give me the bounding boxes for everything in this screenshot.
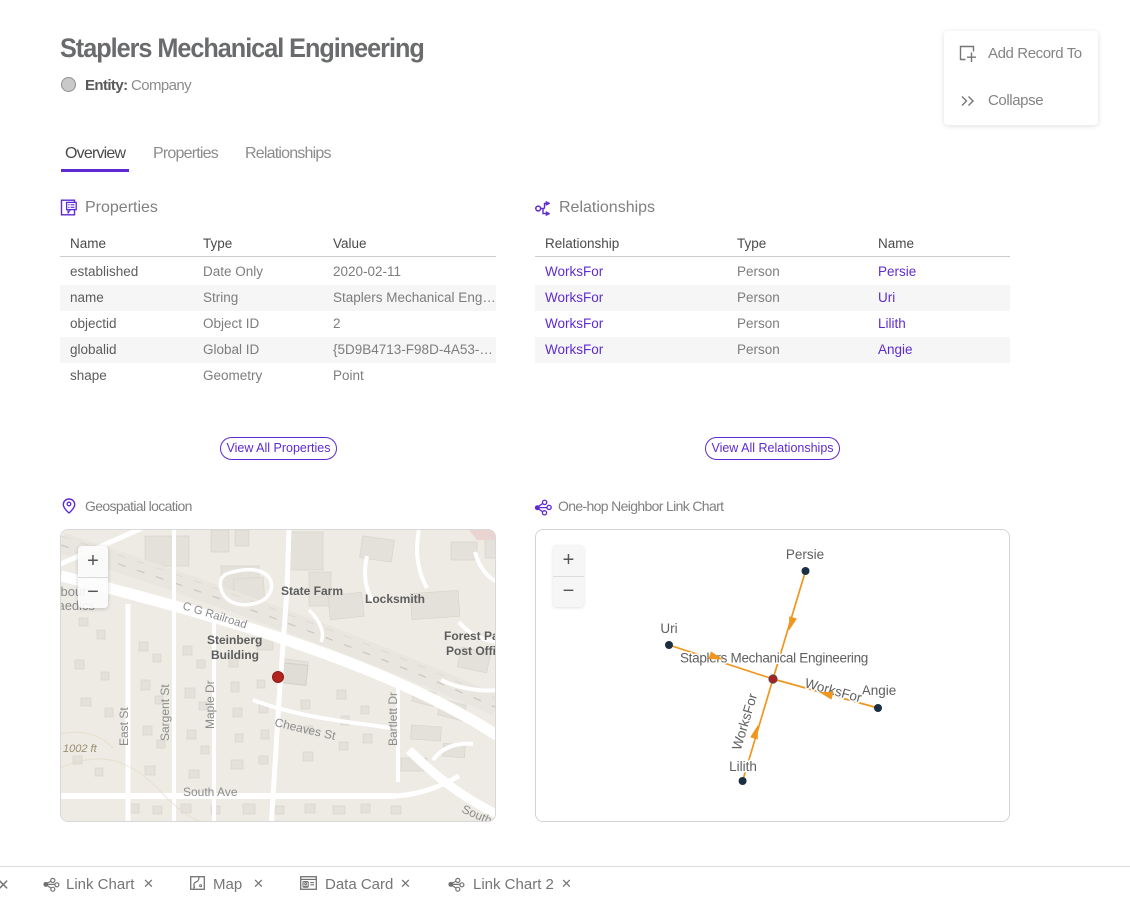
svg-text:Bartlett Dr: Bartlett Dr [386,692,400,746]
svg-text:Locksmith: Locksmith [365,592,425,606]
svg-text:Staplers Mechanical Engineerin: Staplers Mechanical Engineering [680,651,868,666]
svg-text:Persie: Persie [786,547,824,562]
svg-text:Steinberg: Steinberg [207,633,262,647]
svg-text:Post Offic: Post Offic [446,644,496,658]
svg-text:WorksFor: WorksFor [803,675,864,705]
svg-text:Building: Building [211,648,259,662]
svg-text:Uri: Uri [660,621,677,636]
svg-text:Angie: Angie [862,683,897,698]
svg-text:State Farm: State Farm [281,584,343,598]
svg-text:Sargent St: Sargent St [158,684,172,741]
svg-text:Lilith: Lilith [729,759,757,774]
svg-text:WorksFor: WorksFor [729,691,760,752]
svg-text:South Ave: South Ave [183,785,238,799]
svg-text:1002 ft: 1002 ft [63,743,98,755]
svg-text:Forest Par: Forest Par [444,629,496,643]
svg-text:East St: East St [117,707,131,746]
svg-text:Maple Dr: Maple Dr [203,680,217,729]
